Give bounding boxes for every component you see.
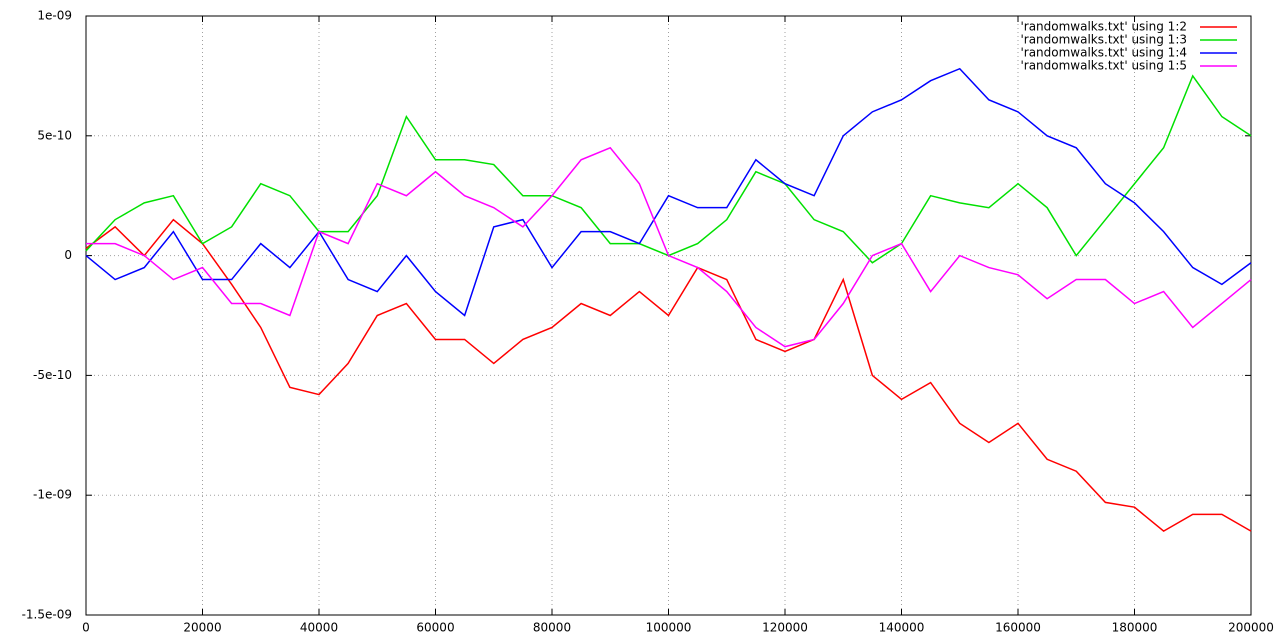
y-tick-label: -1.5e-09 <box>22 608 72 622</box>
plot-frame <box>85 15 1252 616</box>
legend-label: 'randomwalks.txt' using 1:3 <box>1020 33 1187 47</box>
y-tick-label: -1e-09 <box>33 488 72 502</box>
series-line <box>85 74 1252 264</box>
y-tick-label: 1e-09 <box>37 9 72 23</box>
legend-label: 'randomwalks.txt' using 1:5 <box>1020 59 1187 73</box>
y-tick-label: 0 <box>64 248 72 262</box>
x-tick-label: 120000 <box>762 621 808 635</box>
x-tick-label: 60000 <box>416 621 454 635</box>
x-tick-label: 160000 <box>995 621 1041 635</box>
x-tick-label: 20000 <box>183 621 221 635</box>
legend-label: 'randomwalks.txt' using 1:2 <box>1020 20 1187 34</box>
x-tick-label: 140000 <box>879 621 925 635</box>
x-tick-label: 180000 <box>1112 621 1158 635</box>
legend-label: 'randomwalks.txt' using 1:4 <box>1020 46 1187 60</box>
y-tick-label: 5e-10 <box>37 128 72 142</box>
x-tick-label: 0 <box>82 621 90 635</box>
x-tick-label: 100000 <box>646 621 692 635</box>
series-line <box>86 146 1252 348</box>
series-line <box>85 67 1252 317</box>
y-tick-label: -5e-10 <box>33 368 72 382</box>
x-tick-label: 200000 <box>1228 621 1274 635</box>
x-tick-label: 80000 <box>533 621 571 635</box>
x-tick-label: 40000 <box>300 621 338 635</box>
series-line <box>85 218 1252 533</box>
